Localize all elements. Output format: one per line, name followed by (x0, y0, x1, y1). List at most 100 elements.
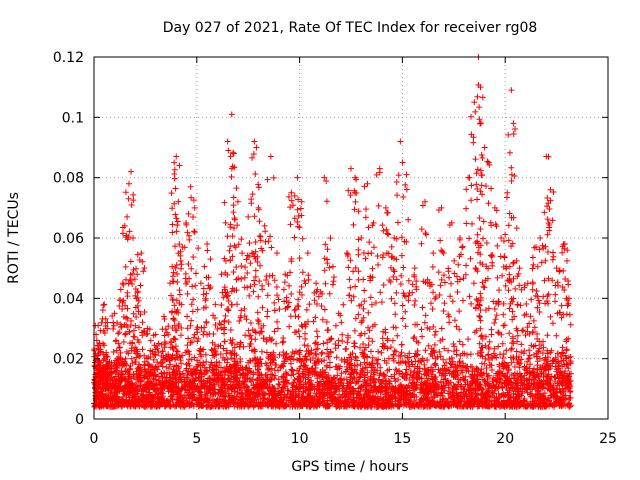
data-point (468, 182, 475, 189)
data-point (268, 244, 275, 251)
data-point (174, 222, 181, 229)
data-point (419, 333, 426, 340)
data-point (184, 313, 191, 320)
data-point (362, 206, 369, 213)
data-point (202, 351, 209, 358)
data-point (134, 251, 141, 258)
data-point (246, 253, 253, 260)
data-point (393, 179, 400, 186)
data-point (224, 233, 231, 240)
data-point (369, 265, 376, 272)
data-point (312, 340, 319, 347)
data-point (446, 274, 453, 281)
data-point (130, 191, 137, 198)
data-point (402, 323, 409, 330)
data-point (306, 301, 313, 308)
data-point (224, 356, 231, 363)
data-point (322, 280, 329, 287)
data-point (116, 303, 123, 310)
data-point (305, 272, 312, 279)
data-point (326, 359, 333, 366)
data-point (257, 233, 264, 240)
data-point (170, 316, 177, 323)
data-point (451, 270, 458, 277)
data-point (422, 347, 429, 354)
data-point (172, 185, 179, 192)
data-point (117, 286, 124, 293)
data-point (411, 301, 418, 308)
data-point (394, 192, 401, 199)
data-point-peak (197, 280, 204, 287)
data-point (255, 181, 262, 188)
data-point (291, 192, 298, 199)
data-point (123, 348, 130, 355)
data-point-peak (239, 250, 246, 257)
data-point (174, 218, 181, 225)
data-point (168, 190, 175, 197)
data-point (288, 290, 295, 297)
data-point (392, 378, 399, 385)
data-point (296, 333, 303, 340)
data-point (419, 304, 426, 311)
data-point (161, 316, 168, 323)
data-point (190, 214, 197, 221)
data-point (400, 264, 407, 271)
data-point (223, 292, 230, 299)
data-point (251, 281, 258, 288)
data-point (286, 323, 293, 330)
data-point (432, 328, 439, 335)
data-point (262, 228, 269, 235)
data-point (366, 239, 373, 246)
data-point (362, 214, 369, 221)
data-point (230, 269, 237, 276)
data-point (281, 279, 288, 286)
data-point (344, 339, 351, 346)
data-point (303, 306, 310, 313)
data-point (332, 322, 339, 329)
data-point (252, 336, 259, 343)
data-point (374, 253, 381, 260)
data-point (258, 348, 265, 355)
data-point (206, 285, 213, 292)
data-point (174, 278, 181, 285)
data-point (464, 351, 471, 358)
data-point-peak (273, 250, 280, 257)
data-point (122, 263, 129, 270)
data-point (120, 339, 127, 346)
data-point (274, 318, 281, 325)
data-point (352, 198, 359, 205)
data-point (260, 335, 267, 342)
data-point (474, 93, 481, 100)
data-point (365, 309, 372, 316)
data-point (427, 300, 434, 307)
data-point (350, 268, 357, 275)
data-point (398, 252, 405, 259)
data-point-peak (138, 250, 145, 257)
data-point (375, 348, 382, 355)
data-point (119, 306, 126, 313)
data-point (321, 267, 328, 274)
data-point (451, 257, 458, 264)
data-point (499, 355, 506, 362)
data-point (238, 307, 245, 314)
data-point-peak (253, 144, 260, 151)
data-point (175, 309, 182, 316)
data-point (361, 298, 368, 305)
data-point (335, 342, 342, 349)
data-point (279, 339, 286, 346)
data-point-peak (343, 250, 350, 257)
data-point (399, 159, 406, 166)
data-point (321, 306, 328, 313)
data-point (280, 338, 287, 345)
data-point-peak (397, 138, 404, 145)
data-point (256, 233, 263, 240)
data-point (264, 176, 271, 183)
data-point (192, 282, 199, 289)
data-point-peak (185, 210, 192, 217)
data-point (233, 185, 240, 192)
data-point (361, 183, 368, 190)
data-point (461, 350, 468, 357)
data-point (415, 339, 422, 346)
data-point (391, 300, 398, 307)
